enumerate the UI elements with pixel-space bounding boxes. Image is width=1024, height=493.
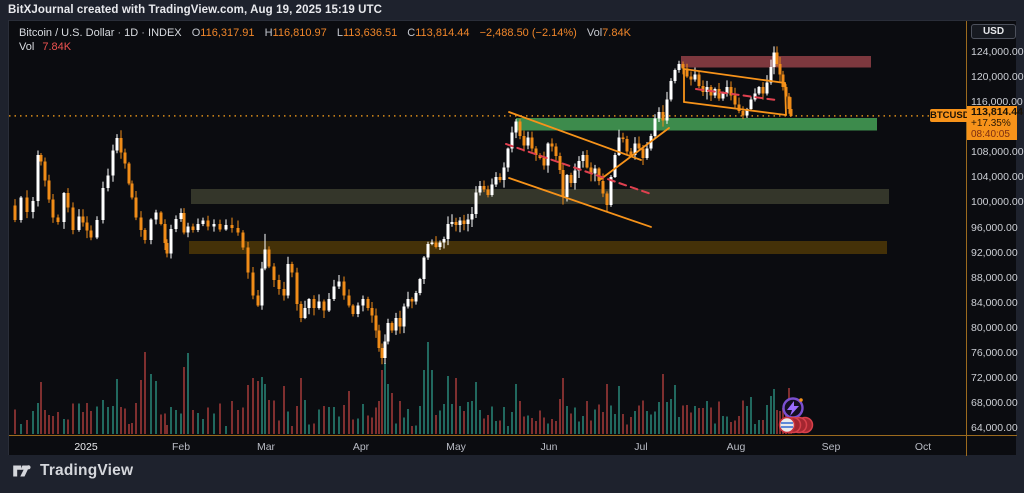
change-value: −2,488.50 (−2.14%) — [479, 27, 577, 39]
time-axis-tick: Mar — [256, 441, 276, 453]
vol-value: 7.84K — [602, 27, 631, 39]
price-axis-tick: 64,000.00 — [971, 422, 1018, 435]
exchange: INDEX — [148, 27, 182, 39]
interval[interactable]: 1D — [124, 27, 139, 39]
price-axis-tick: 84,000.00 — [971, 296, 1018, 309]
price-axis-tick: 96,000.00 — [971, 221, 1018, 234]
legend-row-main: Bitcoin / U.S. Dollar · 1D · INDEX O116,… — [19, 27, 631, 39]
time-axis-tick: May — [446, 441, 466, 453]
price-axis-tick: 104,000.00 — [971, 171, 1024, 184]
price-axis-tick: 68,000.00 — [971, 397, 1018, 410]
bar-close-countdown: 08:40:05 — [971, 129, 1010, 140]
last-price-change-pct: +17.35% — [971, 118, 1011, 129]
price-axis-tick: 116,000.00 — [971, 96, 1023, 109]
time-axis-tick: Oct — [914, 441, 932, 453]
price-axis-tick: 80,000.00 — [971, 321, 1018, 334]
chart-widget: Bitcoin / U.S. Dollar · 1D · INDEX O116,… — [8, 20, 1024, 456]
high-label: H — [264, 27, 273, 39]
open-label: O — [191, 27, 201, 39]
last-price-label[interactable]: 113,814.44 +17.35% 08:40:05 — [967, 106, 1023, 140]
time-axis-tick: Jul — [634, 441, 648, 453]
time-axis-tick: Sep — [821, 441, 841, 453]
time-axis-tick: Feb — [171, 441, 191, 453]
price-axis-tick: 100,000.00 — [971, 196, 1024, 209]
axis-separator-horizontal[interactable] — [9, 435, 1017, 436]
price-axis-tick: 120,000.00 — [971, 71, 1024, 84]
high-value: 116,810.97 — [272, 27, 327, 39]
price-axis-tick: 108,000.00 — [971, 146, 1024, 159]
close-value: 113,814.44 — [415, 27, 470, 39]
last-price-value: 113,814.44 — [971, 106, 1023, 118]
price-axis-tick: 92,000.00 — [971, 246, 1018, 259]
open-value: 116,317.91 — [200, 27, 255, 39]
low-value: 113,636.51 — [342, 27, 398, 39]
time-axis-tick: Apr — [352, 441, 370, 453]
vol-label: Vol — [586, 27, 603, 39]
axis-separator-vertical[interactable] — [966, 21, 967, 456]
price-axis-tick: 124,000.00 — [971, 46, 1024, 58]
close-label: C — [407, 27, 416, 39]
title-bar: BitXJournal created with TradingView.com… — [0, 0, 1024, 20]
price-axis-tick: 76,000.00 — [971, 346, 1018, 359]
tradingview-wordmark: TradingView — [40, 462, 134, 479]
volume-indicator-label[interactable]: Vol — [19, 41, 35, 53]
time-axis-tick: Aug — [726, 441, 746, 453]
price-axis-tick: 88,000.00 — [971, 271, 1018, 284]
symbol-price-tag: BTCUSD — [930, 109, 970, 122]
currency-toggle-button[interactable]: USD — [971, 24, 1016, 39]
legend-row-volume: Vol 7.84K — [19, 40, 631, 54]
price-axis-tick: 72,000.00 — [971, 372, 1018, 385]
tradingview-logo-icon — [13, 465, 31, 477]
volume-indicator-value: 7.84K — [42, 41, 72, 53]
price-chart[interactable] — [9, 21, 966, 435]
chart-legend: Bitcoin / U.S. Dollar · 1D · INDEX O116,… — [19, 26, 631, 54]
time-axis-tick: 2025 — [74, 441, 98, 453]
watermark-title: BitXJournal created with TradingView.com… — [8, 4, 383, 16]
footer-logo[interactable]: TradingView — [12, 459, 133, 483]
symbol-name[interactable]: Bitcoin / U.S. Dollar — [19, 27, 115, 39]
time-axis-tick: Jun — [540, 441, 558, 453]
low-label: L — [336, 27, 343, 39]
